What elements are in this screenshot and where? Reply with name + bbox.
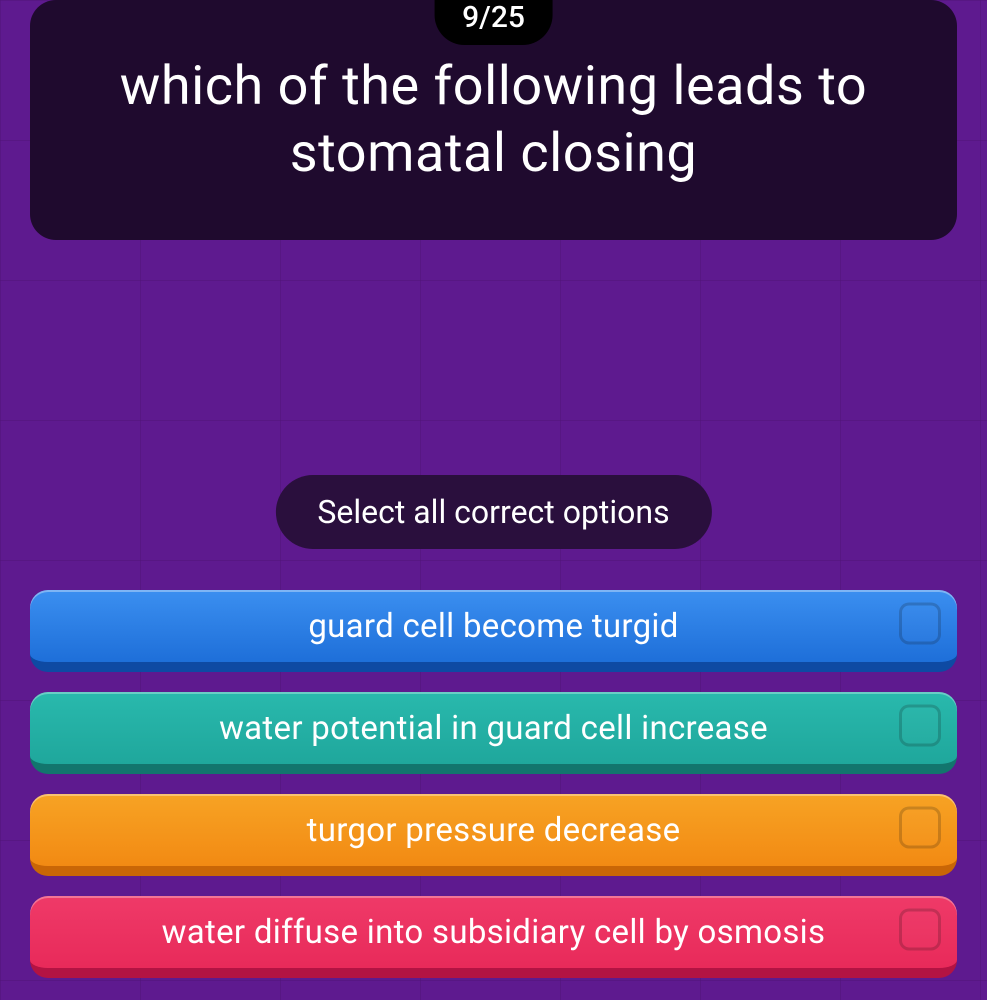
option-c[interactable]: turgor pressure decrease [30,794,957,876]
instruction-text: Select all correct options [317,493,669,531]
option-b-checkbox[interactable] [899,704,941,746]
option-a-label: guard cell become turgid [308,607,678,646]
instruction-pill: Select all correct options [275,475,711,549]
option-c-label: turgor pressure decrease [307,811,681,850]
question-text: which of the following leads to stomatal… [70,53,917,188]
option-c-checkbox[interactable] [899,806,941,848]
option-a[interactable]: guard cell become turgid [30,590,957,672]
option-b-label: water potential in guard cell increase [219,709,768,748]
option-a-checkbox[interactable] [899,602,941,644]
options-container: guard cell become turgid water potential… [30,590,957,978]
option-d-checkbox[interactable] [899,908,941,950]
option-b[interactable]: water potential in guard cell increase [30,692,957,774]
option-d[interactable]: water diffuse into subsidiary cell by os… [30,896,957,978]
progress-indicator: 9/25 [434,0,553,45]
option-d-label: water diffuse into subsidiary cell by os… [162,913,826,952]
progress-text: 9/25 [462,0,525,35]
